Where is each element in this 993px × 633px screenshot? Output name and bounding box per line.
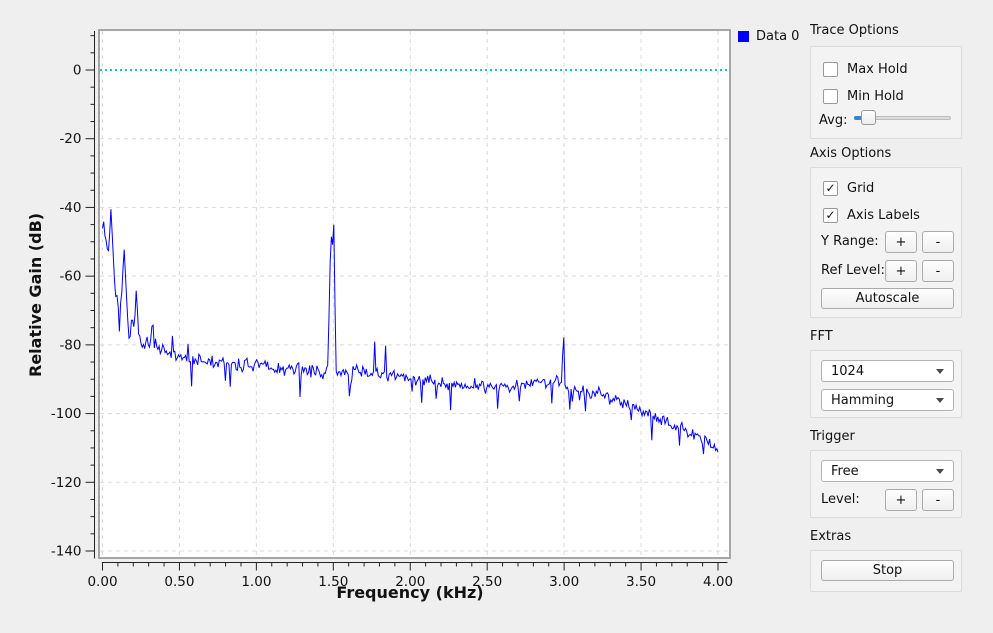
ref-level-label: Ref Level: (821, 263, 885, 278)
trigger-level-label: Level: (821, 492, 860, 507)
extras-title: Extras (810, 529, 852, 544)
fft-window-dropdown[interactable]: Hamming (821, 389, 954, 411)
autoscale-button[interactable]: Autoscale (821, 288, 954, 309)
svg-text:-120: -120 (51, 475, 82, 491)
svg-text:2.00: 2.00 (395, 574, 425, 590)
axis-labels-row: ✓ Axis Labels (823, 207, 920, 223)
chevron-down-icon (936, 397, 944, 403)
max-hold-row: Max Hold (823, 61, 908, 77)
min-hold-row: Min Hold (823, 88, 904, 104)
min-hold-checkbox[interactable] (823, 88, 838, 104)
svg-text:3.50: 3.50 (626, 574, 656, 590)
ref-level-plus-button[interactable]: + (885, 260, 917, 282)
grid-row: ✓ Grid (823, 180, 874, 196)
svg-text:-80: -80 (59, 337, 81, 353)
axes (85, 31, 728, 571)
fft-title: FFT (810, 329, 833, 344)
grid-label: Grid (847, 180, 875, 196)
axis-labels-label: Axis Labels (847, 207, 920, 223)
axis-options-title: Axis Options (810, 146, 892, 161)
y-range-minus-button[interactable]: - (922, 231, 954, 253)
chevron-down-icon (936, 368, 944, 374)
fft-size-dropdown[interactable]: 1024 (821, 360, 954, 382)
legend-swatch-icon (738, 31, 749, 42)
svg-text:-140: -140 (51, 543, 82, 559)
grid-lines (100, 31, 729, 558)
svg-text:0.50: 0.50 (164, 574, 194, 590)
trigger-level-minus-button[interactable]: - (922, 489, 954, 511)
svg-text:-100: -100 (51, 406, 82, 422)
trigger-group: Free Level: + - (810, 450, 962, 518)
svg-text:3.00: 3.00 (549, 574, 579, 590)
y-axis-title: Relative Gain (dB) (26, 212, 45, 378)
trace-options-title: Trace Options (810, 23, 899, 38)
y-range-plus-button[interactable]: + (885, 231, 917, 253)
max-hold-label: Max Hold (847, 61, 908, 77)
grid-checkbox[interactable]: ✓ (823, 180, 838, 196)
spectrum-trace (102, 209, 719, 455)
trigger-mode-value: Free (831, 463, 859, 479)
plot-canvas[interactable]: 0 -20 -40 -60 -80 -100 -120 -140 0.00 0.50 1.00 1.5… (0, 0, 795, 612)
svg-text:-40: -40 (59, 200, 81, 216)
avg-label: Avg: (819, 113, 848, 128)
y-range-label: Y Range: (821, 234, 879, 249)
svg-text:-20: -20 (59, 131, 81, 147)
fft-group: 1024 Hamming (810, 350, 962, 418)
y-tick-labels: 0 -20 -40 -60 -80 -100 -120 -140 (51, 63, 82, 560)
avg-slider-handle[interactable] (860, 110, 876, 125)
svg-text:0.00: 0.00 (87, 574, 117, 590)
svg-text:1.00: 1.00 (241, 574, 271, 590)
trigger-level-plus-button[interactable]: + (885, 489, 917, 511)
svg-text:2.50: 2.50 (472, 574, 502, 590)
svg-text:4.00: 4.00 (703, 574, 733, 590)
legend: Data 0 (738, 29, 799, 44)
max-hold-checkbox[interactable] (823, 61, 838, 77)
svg-text:0: 0 (73, 63, 82, 79)
x-axis-title: Frequency (kHz) (336, 583, 484, 602)
x-tick-labels: 0.00 0.50 1.00 1.50 2.00 2.50 3.00 3.50 4.00 (87, 574, 733, 590)
fft-window-value: Hamming (831, 392, 895, 408)
trigger-mode-dropdown[interactable]: Free (821, 460, 954, 482)
extras-group: Stop (810, 550, 962, 592)
trigger-title: Trigger (810, 429, 855, 444)
svg-text:1.50: 1.50 (318, 574, 348, 590)
min-hold-label: Min Hold (847, 88, 904, 104)
trace-options-group: Max Hold Min Hold Avg: (810, 46, 962, 139)
ref-level-minus-button[interactable]: - (922, 260, 954, 282)
chevron-down-icon (936, 468, 944, 474)
fft-size-value: 1024 (831, 363, 865, 379)
svg-text:-60: -60 (59, 269, 81, 285)
avg-slider[interactable] (854, 110, 951, 126)
legend-label: Data 0 (756, 29, 800, 44)
stop-button[interactable]: Stop (821, 560, 954, 581)
plot-frame (98, 29, 731, 559)
axis-options-group: ✓ Grid ✓ Axis Labels Y Range: + - Ref Le… (810, 167, 962, 318)
axis-labels-checkbox[interactable]: ✓ (823, 207, 838, 223)
